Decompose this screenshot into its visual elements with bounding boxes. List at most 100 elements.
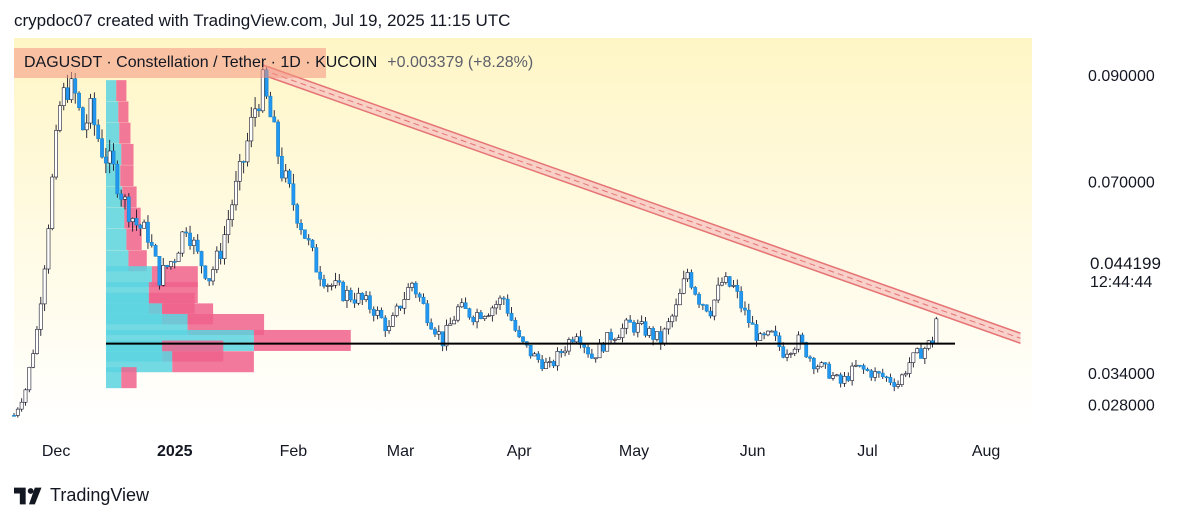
candle-body <box>103 156 108 164</box>
candle-body <box>899 374 904 385</box>
x-tick-label: Feb <box>280 443 308 460</box>
vp-up-bar <box>106 122 120 144</box>
candle-body <box>834 374 839 377</box>
candle-body <box>896 384 900 387</box>
candle-body <box>501 297 506 300</box>
candle-body <box>808 356 812 359</box>
candle-body <box>73 78 78 94</box>
candle-body <box>865 368 870 371</box>
candle-body <box>364 295 368 300</box>
candle-body <box>769 330 774 333</box>
candle-body <box>299 222 303 231</box>
candle-body <box>723 276 728 283</box>
candle-body <box>739 291 744 309</box>
candle-body <box>352 299 357 304</box>
candle-body <box>54 130 58 178</box>
legend-highlight <box>14 48 326 78</box>
candle-body <box>788 353 793 355</box>
candle-body <box>758 333 763 341</box>
price-chart[interactable]: 0.0900000.0700000.0500000.0340000.028000… <box>0 38 1200 468</box>
chart-area[interactable]: 0.0900000.0700000.0500000.0340000.028000… <box>0 38 1200 468</box>
candle-body <box>873 371 877 378</box>
candle-body <box>345 290 349 301</box>
candle-body <box>123 196 127 200</box>
candle-body <box>743 307 747 311</box>
candle-body <box>689 272 694 288</box>
candle-body <box>593 357 598 360</box>
candle-body <box>574 336 579 343</box>
brand-footer[interactable]: TradingView <box>14 485 149 506</box>
vp-down-bar <box>121 143 134 165</box>
candle-body <box>796 334 801 350</box>
candle-body <box>153 245 158 257</box>
candle-body <box>479 312 483 319</box>
candle-body <box>149 242 154 246</box>
candle-body <box>934 318 939 345</box>
last-price: 0.044199 <box>1090 254 1161 273</box>
candle-body <box>394 305 399 316</box>
candle-body <box>624 319 629 329</box>
candle-body <box>620 327 625 339</box>
candle-body <box>88 98 93 124</box>
candle-body <box>903 373 908 376</box>
symbol-title[interactable]: DAGUSDT · Constellation / Tether · 1D · … <box>24 54 378 71</box>
candle-body <box>172 261 177 263</box>
candle-body <box>429 322 434 330</box>
brand-name: TradingView <box>50 485 150 505</box>
candle-body <box>191 239 196 246</box>
candle-body <box>804 342 809 358</box>
candle-body <box>827 363 832 379</box>
candle-body <box>115 163 120 195</box>
candle-body <box>754 324 759 341</box>
candle-body <box>647 328 652 336</box>
candle-body <box>245 140 250 163</box>
symbol-legend[interactable]: DAGUSDT · Constellation / Tether · 1D · … <box>14 48 533 78</box>
candle-body <box>911 352 916 363</box>
candle-body <box>605 332 610 352</box>
candle-body <box>727 276 732 287</box>
candle-body <box>398 305 403 309</box>
candle-body <box>482 316 487 319</box>
candle-body <box>111 150 116 165</box>
vp-up-bar <box>106 80 117 102</box>
candle-body <box>471 317 476 323</box>
candle-body <box>815 366 820 370</box>
candle-body <box>674 304 678 317</box>
candle-body <box>708 310 713 317</box>
candle-body <box>283 170 288 179</box>
candle-body <box>919 348 923 359</box>
candle-body <box>831 375 835 379</box>
candle-body <box>785 353 789 358</box>
candle-body <box>716 284 721 301</box>
candle-body <box>567 339 571 352</box>
candle-body <box>107 150 112 164</box>
candle-body <box>762 333 767 336</box>
last-price-tag: 0.044199 12:44:44 <box>1082 252 1168 294</box>
candle-body <box>433 328 437 335</box>
candle-body <box>218 250 223 259</box>
candle-body <box>823 362 828 365</box>
candle-body <box>616 337 621 340</box>
candle-body <box>214 250 219 270</box>
candle-body <box>467 308 472 318</box>
vp-up-bar <box>106 228 127 250</box>
candle-body <box>230 204 235 220</box>
trendline-lower <box>262 74 1021 345</box>
candle-body <box>291 183 296 206</box>
candle-body <box>609 332 613 341</box>
candle-body <box>563 350 567 354</box>
candle-body <box>521 336 525 342</box>
vp-up-bar <box>106 314 188 336</box>
trendline-mid <box>262 69 1021 339</box>
candle-body <box>655 331 659 340</box>
candle-body <box>234 180 238 206</box>
candle-body <box>490 307 495 316</box>
candle-body <box>61 87 66 106</box>
candle-body <box>50 176 55 229</box>
candle-body <box>528 344 533 357</box>
candle-body <box>658 331 663 345</box>
candle-body <box>498 297 502 305</box>
candle-body <box>448 323 453 326</box>
candle-body <box>12 415 16 417</box>
candle-body <box>27 366 32 391</box>
